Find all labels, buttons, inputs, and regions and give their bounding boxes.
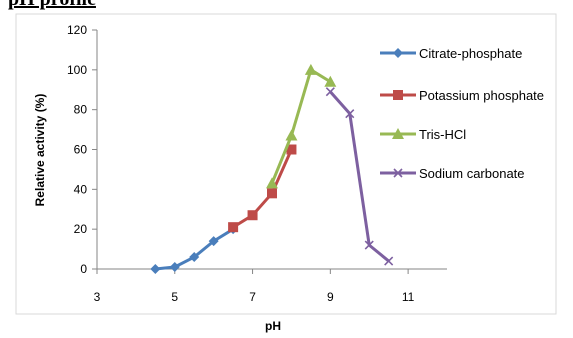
chart-heading: pH profile [8,0,96,11]
data-point [325,87,335,97]
data-point [286,144,297,155]
y-tick-label: 40 [74,182,88,196]
y-tick-label: 0 [80,262,87,276]
legend-entry: Tris-HCl [380,127,466,142]
y-axis-label: Relative activity (%) [33,94,47,207]
legend-entry: Sodium carbonate [380,166,525,181]
legend-entry: Citrate-phosphate [380,46,522,61]
data-point [285,129,298,141]
x-axis-label: pH [265,319,281,333]
x-tick-label: 11 [402,290,415,304]
data-point [324,75,337,87]
data-point [150,264,161,274]
data-point [267,188,277,199]
x-tick-label: 5 [171,290,178,304]
series-potassium-phosphate [228,144,297,233]
legend-marker [392,128,404,139]
legend-marker [393,48,403,58]
data-point [189,252,200,263]
series-layer [150,63,394,274]
data-point [208,236,219,247]
legend-label: Citrate-phosphate [419,46,522,61]
data-point [304,63,317,75]
x-tick-label: 9 [327,290,334,304]
series-line [232,148,293,229]
data-point [384,256,394,266]
series-tris-hcl [266,63,337,189]
legend-marker [393,168,403,178]
legend-label: Sodium carbonate [419,166,525,181]
series-line [329,90,390,263]
data-point [266,177,278,189]
series-sodium-carbonate [325,87,394,266]
y-tick-label: 120 [67,23,87,37]
chart-border [15,13,557,315]
y-tick-label: 60 [74,143,88,157]
series-line [155,227,234,271]
y-tick-label: 80 [74,103,88,117]
data-point [345,109,355,119]
axes: 0 20 40 60 80 100 120 3 5 7 9 11 [67,23,447,304]
y-tick-label: 20 [74,222,88,236]
data-point [247,210,258,221]
data-point [169,262,180,273]
legend-marker [393,90,403,100]
legend-entry: Potassium phosphate [380,88,544,103]
legend-label: Tris-HCl [419,127,466,142]
data-point [228,222,239,233]
y-tick-label: 100 [67,63,87,77]
x-tick-label: 3 [94,290,101,304]
x-tick-label: 7 [249,290,256,304]
data-point [364,240,374,250]
legend-label: Potassium phosphate [419,88,544,103]
legend: Citrate-phosphate Potassium phosphate Tris… [380,46,544,181]
series-citrate-phosphate [150,224,239,274]
series-line [270,68,332,184]
